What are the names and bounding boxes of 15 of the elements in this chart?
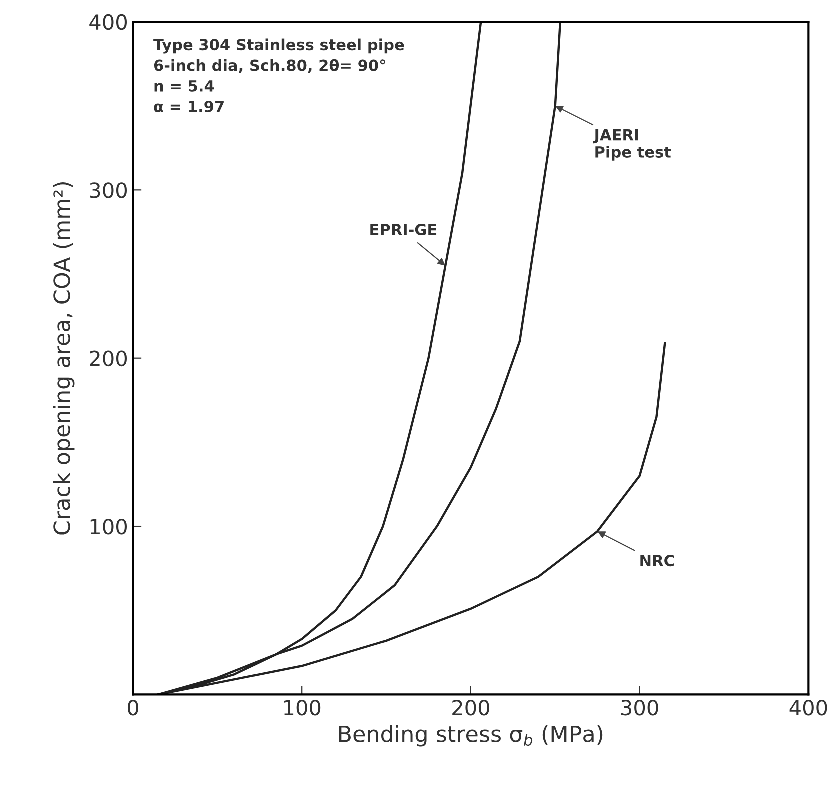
x-tick-label: 100 [284, 700, 321, 716]
y-tick-label: 100 [90, 518, 127, 535]
annotation: NRC [640, 555, 674, 567]
annotation: Type 304 Stainless steel pipe 6-inch dia, Sch.80, 2θ= 90° n = 5.4 α = 1.97 [154, 38, 404, 113]
x-tick-label: 300 [622, 700, 658, 716]
x-tick-label: 400 [790, 700, 828, 716]
x-tick-label: 0 [128, 700, 138, 716]
y-tick-label: 400 [90, 14, 127, 30]
annotation: EPRI-GE [370, 224, 437, 236]
x-tick-label: 200 [452, 700, 490, 716]
y-tick-label: 200 [90, 350, 127, 367]
x-axis-title: Bending stress σ$_{b}$ (MPa) [339, 725, 603, 747]
y-tick-label: 300 [90, 182, 127, 198]
y-axis-title: Crack opening area, COA (mm²) [53, 182, 75, 535]
annotation: JAERI Pipe test [593, 129, 672, 161]
